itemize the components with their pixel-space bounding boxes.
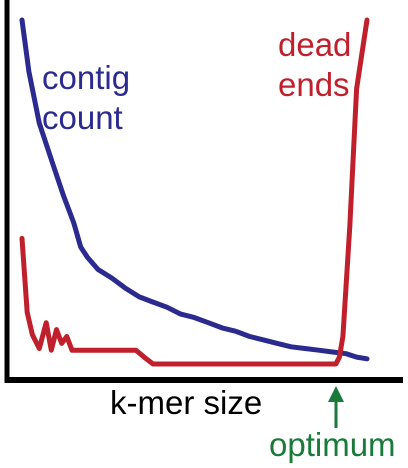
optimum-label: optimum (269, 426, 396, 463)
series-line-contig-count (19, 17, 370, 362)
legend-dead-ends-line1: dead (278, 26, 351, 63)
x-axis-label: k-mer size (110, 384, 262, 421)
legend-contig-count-line1: contig (42, 59, 130, 96)
optimum-arrow (328, 386, 344, 428)
legend-dead-ends-line2: ends (278, 66, 350, 103)
legend-contig-count-line2: count (42, 99, 123, 136)
optimum-arrow-head (328, 386, 344, 402)
series-line-dead-ends (19, 17, 370, 367)
series-layer (19, 17, 370, 367)
